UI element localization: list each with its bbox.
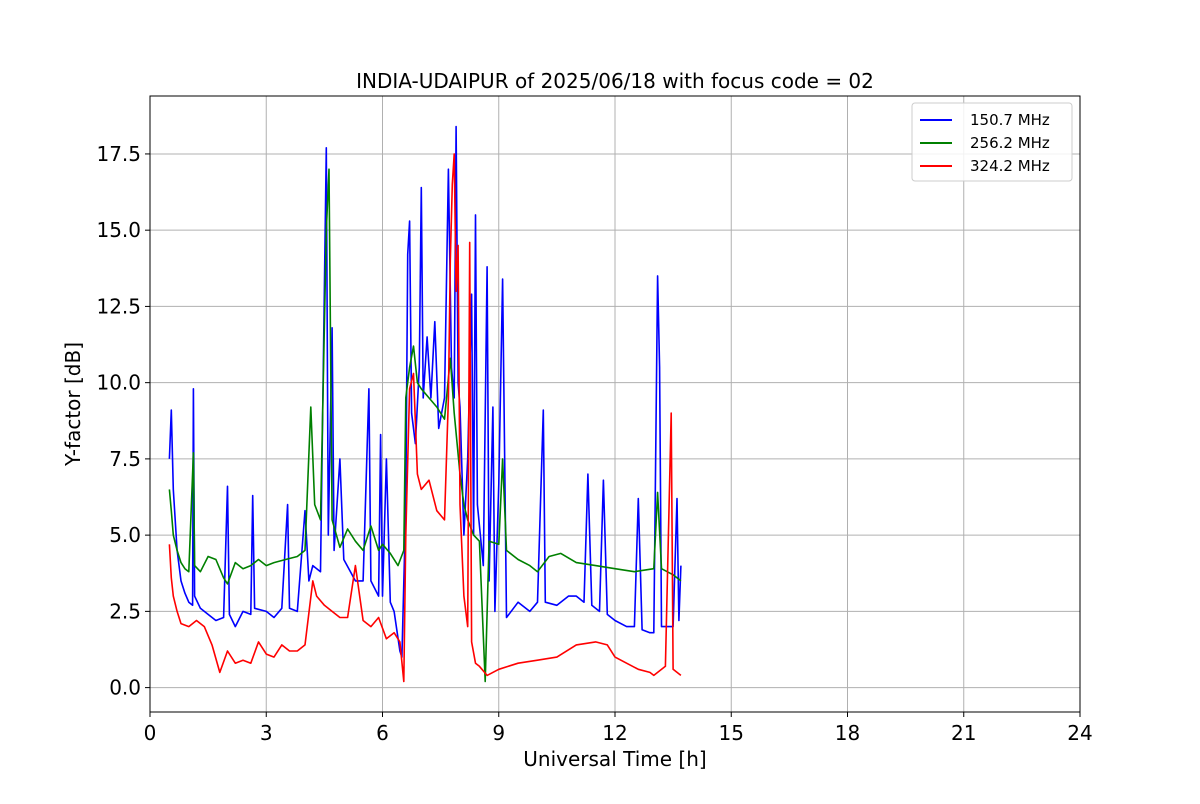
y-tick-label: 12.5: [96, 294, 141, 318]
x-tick-label: 18: [835, 721, 860, 745]
series-layer: [168, 125, 682, 683]
legend: 150.7 MHz 256.2 MHz 324.2 MHz: [911, 102, 1073, 182]
x-tick-label: 6: [376, 721, 389, 745]
y-tick-label: 15.0: [96, 218, 141, 242]
y-axis-title: Y-factor [dB]: [61, 342, 85, 467]
series-line-0: [168, 125, 682, 658]
y-tick-label: 10.0: [96, 371, 141, 395]
axis-ticks: 0 3 6 9 12 15 18 21 24 0.0 2.5 5.0 7.5 10.0 12.5 15.0 17…: [96, 142, 1092, 745]
y-tick-label: 0.0: [109, 676, 141, 700]
x-tick-label: 15: [719, 721, 744, 745]
x-tick-label: 9: [492, 721, 505, 745]
y-tick-label: 2.5: [109, 599, 141, 623]
series-line-1: [168, 168, 682, 683]
x-tick-label: 3: [260, 721, 273, 745]
chart-title: INDIA-UDAIPUR of 2025/06/18 with focus c…: [356, 69, 874, 93]
x-tick-label: 0: [144, 721, 157, 745]
x-tick-label: 21: [951, 721, 976, 745]
y-tick-label: 7.5: [109, 447, 141, 471]
series-line-2: [168, 153, 682, 683]
x-tick-label: 12: [602, 721, 627, 745]
legend-box: [911, 102, 1073, 182]
x-axis-title: Universal Time [h]: [523, 747, 706, 771]
y-tick-label: 5.0: [109, 523, 141, 547]
x-tick-label: 24: [1067, 721, 1092, 745]
y-tick-label: 17.5: [96, 142, 141, 166]
legend-label-0: 150.7 MHz: [970, 111, 1050, 129]
legend-label-1: 256.2 MHz: [970, 134, 1050, 152]
legend-label-2: 324.2 MHz: [970, 157, 1050, 175]
